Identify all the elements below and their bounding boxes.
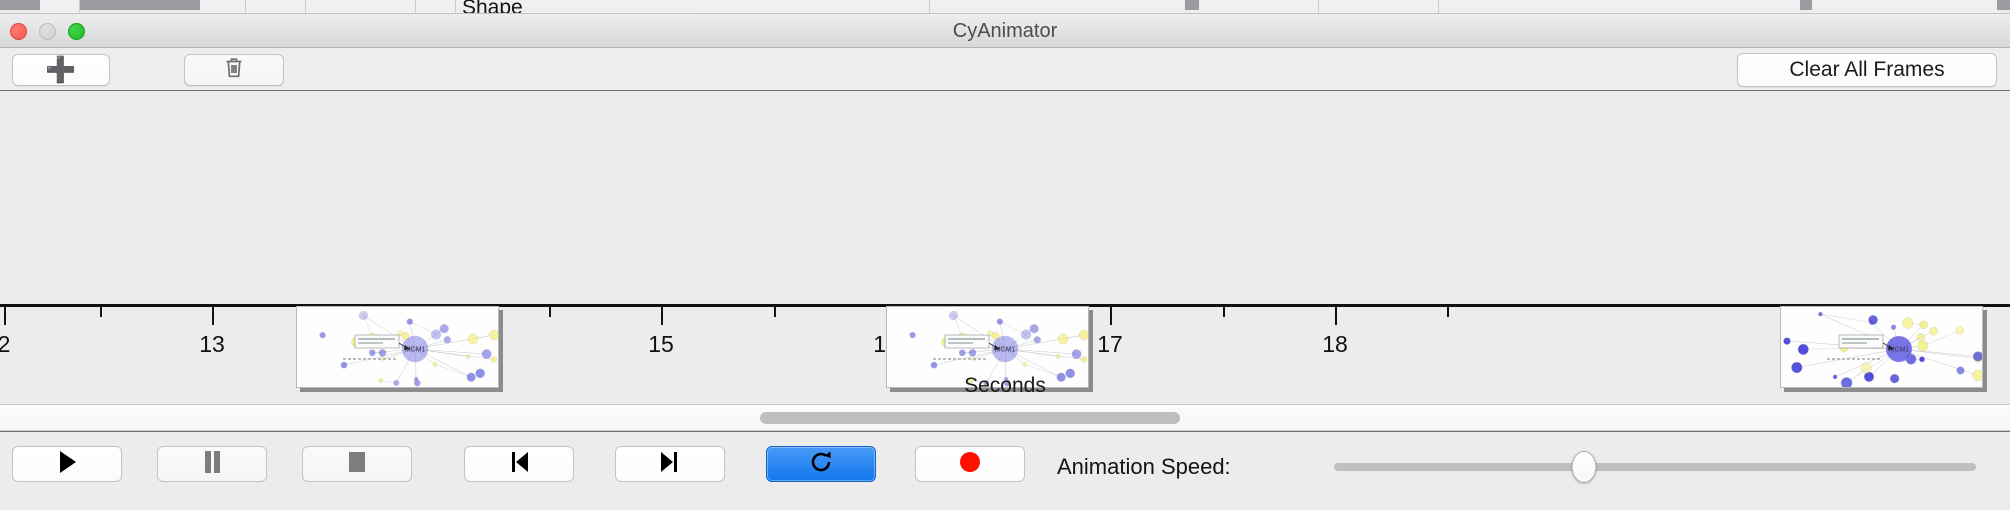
trash-icon [224, 56, 244, 85]
svg-text:MCM1: MCM1 [405, 347, 426, 354]
svg-text:MCM1: MCM1 [1889, 347, 1910, 354]
axis-tick [1335, 307, 1337, 325]
skip-forward-icon [659, 450, 681, 479]
record-icon [958, 450, 982, 479]
add-frame-button[interactable]: ➕ [12, 54, 110, 86]
skip-back-icon [508, 450, 530, 479]
background-window-strip: Shape [0, 0, 2010, 14]
minimize-button[interactable] [39, 23, 56, 40]
next-frame-button[interactable] [615, 446, 725, 482]
animation-speed-label: Animation Speed: [1057, 454, 1231, 479]
axis-tick [212, 307, 214, 325]
stop-button[interactable] [302, 446, 412, 482]
axis-title-seconds: Seconds [964, 374, 1046, 397]
loop-button[interactable] [766, 446, 876, 482]
axis-tick [1110, 307, 1112, 325]
window-title: CyAnimator [952, 20, 1058, 42]
animation-speed-slider[interactable] [1334, 451, 1976, 483]
toolbar: ➕ Clear All Frames [0, 48, 2010, 91]
pause-button[interactable] [157, 446, 267, 482]
frame-thumbnail-1[interactable]: MCM1 [296, 306, 503, 392]
axis-tick-label: 2 [0, 331, 11, 357]
pause-icon [202, 450, 222, 479]
axis-tick-label: 17 [1097, 331, 1123, 357]
svg-text:MCM1: MCM1 [995, 347, 1016, 354]
traffic-lights [10, 23, 85, 40]
play-icon [57, 450, 77, 479]
playback-bar: Animation Speed: [0, 431, 2010, 510]
loop-icon [808, 449, 834, 480]
axis-tick-label: 18 [1322, 331, 1348, 357]
frame-thumbnail-3[interactable]: MCM1 [1780, 306, 1987, 392]
thumbnail-network-graph: MCM1 [886, 306, 1089, 388]
prev-frame-button[interactable] [464, 446, 574, 482]
title-bar: CyAnimator [0, 14, 2010, 48]
axis-tick [1447, 307, 1449, 317]
timeline-panel[interactable]: 2131415161718 MCM1 MCM1 MCM1 Seconds [0, 91, 2010, 405]
timeline-axis [0, 304, 2010, 307]
slider-thumb[interactable] [1571, 451, 1597, 483]
background-divider [0, 13, 2010, 14]
close-button[interactable] [10, 23, 27, 40]
slider-track[interactable] [1334, 463, 1976, 471]
background-window-label: Shape [462, 0, 523, 14]
axis-tick [4, 307, 6, 325]
thumbnail-network-graph: MCM1 [1780, 306, 1983, 388]
play-button[interactable] [12, 446, 122, 482]
axis-tick [661, 307, 663, 325]
maximize-button[interactable] [68, 23, 85, 40]
record-button[interactable] [915, 446, 1025, 482]
stop-icon [346, 450, 368, 479]
thumbnail-network-graph: MCM1 [296, 306, 499, 388]
axis-tick [774, 307, 776, 317]
axis-tick-label: 13 [199, 331, 225, 357]
plus-icon: ➕ [45, 55, 77, 84]
frame-drop-area[interactable] [0, 91, 2010, 304]
delete-frame-button[interactable] [184, 54, 284, 86]
frame-thumbnail-2[interactable]: MCM1 [886, 306, 1093, 392]
axis-tick-label: 15 [648, 331, 674, 357]
axis-tick [549, 307, 551, 317]
timeline-scrollbar-thumb[interactable] [760, 412, 1180, 424]
axis-tick [1223, 307, 1225, 317]
axis-tick [100, 307, 102, 317]
clear-all-frames-button[interactable]: Clear All Frames [1737, 53, 1997, 87]
timeline-scrollbar[interactable] [0, 405, 2010, 431]
